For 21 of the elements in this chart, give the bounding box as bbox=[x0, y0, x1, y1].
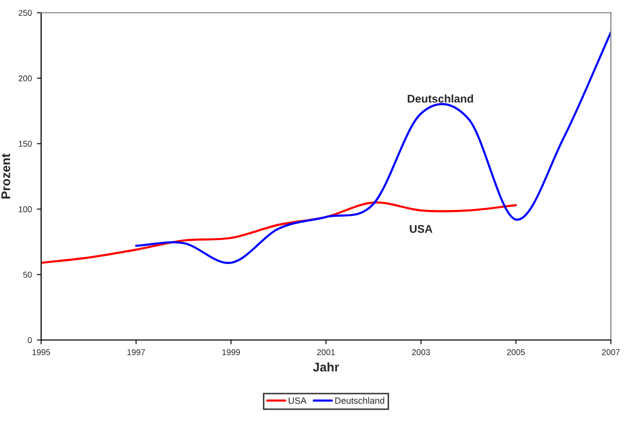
y-axis-title: Prozent bbox=[1, 154, 10, 198]
legend-label: Deutschland bbox=[335, 397, 384, 404]
y-tick-label: 100 bbox=[18, 206, 32, 212]
x-tick-label: 1995 bbox=[32, 349, 50, 356]
y-tick-label: 0 bbox=[28, 337, 32, 344]
line-series bbox=[41, 201, 517, 264]
y-tick-label: 150 bbox=[18, 140, 32, 147]
text: USA bbox=[410, 224, 432, 233]
x-tick-label: 1997 bbox=[127, 349, 145, 356]
legend-label: USA bbox=[288, 397, 307, 404]
x-tick-label: 2003 bbox=[412, 349, 430, 356]
x-tick-label: 2007 bbox=[602, 349, 620, 356]
text: Deutschland bbox=[408, 94, 473, 103]
y-tick-label: 50 bbox=[23, 272, 32, 278]
x-tick-label: 2005 bbox=[507, 349, 525, 356]
x-tick-label: 2001 bbox=[317, 349, 335, 356]
line-series bbox=[135, 31, 611, 264]
x-axis-title: Jahr bbox=[312, 362, 340, 372]
y-tick-label: 200 bbox=[18, 75, 32, 82]
y-tick-label: 250 bbox=[18, 10, 32, 16]
x-tick-label: 1999 bbox=[222, 349, 240, 356]
